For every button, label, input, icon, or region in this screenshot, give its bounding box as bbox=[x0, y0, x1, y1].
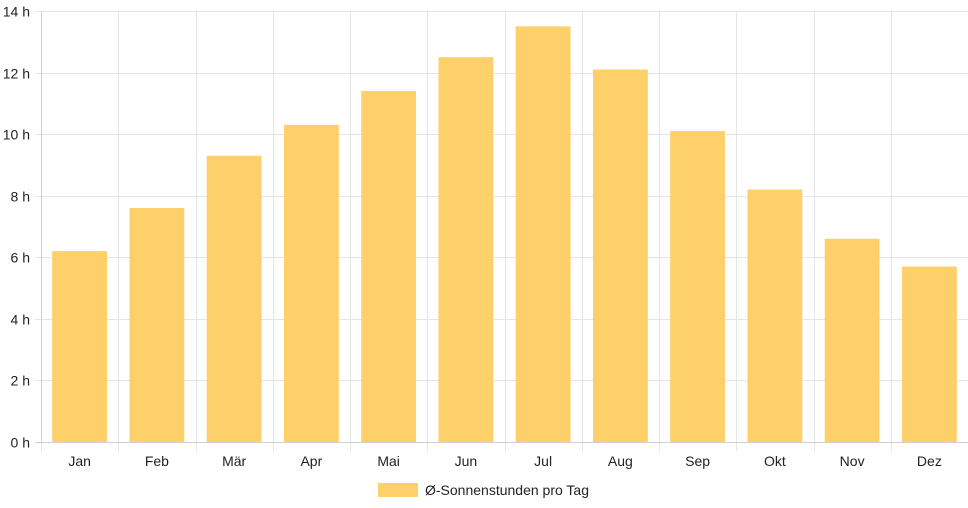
bar[interactable] bbox=[515, 26, 571, 443]
x-tick-label: Mai bbox=[377, 453, 400, 469]
legend-label: Ø-Sonnenstunden pro Tag bbox=[425, 482, 589, 498]
y-tick-label: 10 h bbox=[3, 127, 30, 143]
x-tick-label: Sep bbox=[685, 453, 710, 469]
y-tick-label: 6 h bbox=[11, 250, 30, 266]
bar[interactable] bbox=[592, 69, 648, 442]
bar[interactable] bbox=[670, 131, 726, 443]
y-tick-label: 14 h bbox=[3, 4, 30, 20]
x-tick-label: Nov bbox=[840, 453, 865, 469]
y-tick-label: 8 h bbox=[11, 189, 30, 205]
x-tick-label: Mär bbox=[222, 453, 246, 469]
bar[interactable] bbox=[901, 266, 957, 442]
y-axis: 0 h 2 h 4 h 6 h 8 h 10 h 12 h 14 h bbox=[3, 4, 42, 451]
x-tick-label: Dez bbox=[917, 453, 942, 469]
bar[interactable] bbox=[283, 124, 339, 443]
bar[interactable] bbox=[129, 208, 185, 442]
bar[interactable] bbox=[438, 57, 494, 443]
x-tick-label: Feb bbox=[145, 453, 169, 469]
legend[interactable]: Ø-Sonnenstunden pro Tag bbox=[378, 482, 589, 498]
y-tick-label: 4 h bbox=[11, 312, 30, 328]
x-tick-label: Apr bbox=[300, 453, 322, 469]
bar[interactable] bbox=[206, 155, 262, 442]
bars bbox=[52, 26, 957, 443]
x-tick-label: Jun bbox=[455, 453, 478, 469]
bar[interactable] bbox=[747, 189, 803, 442]
x-tick-label: Jul bbox=[534, 453, 552, 469]
x-axis: Jan Feb Mär Apr Mai Jun Jul Aug Sep Okt Nov Dez bbox=[35, 442, 968, 469]
grid-lines bbox=[35, 11, 968, 451]
y-tick-label: 12 h bbox=[3, 66, 30, 82]
bar[interactable] bbox=[824, 238, 880, 442]
bar[interactable] bbox=[52, 251, 108, 442]
legend-swatch bbox=[378, 483, 418, 497]
bar[interactable] bbox=[361, 91, 417, 443]
y-tick-label: 2 h bbox=[11, 373, 30, 389]
y-tick-label: 0 h bbox=[11, 435, 30, 451]
x-tick-label: Aug bbox=[608, 453, 633, 469]
x-tick-label: Jan bbox=[68, 453, 91, 469]
x-tick-label: Okt bbox=[764, 453, 786, 469]
